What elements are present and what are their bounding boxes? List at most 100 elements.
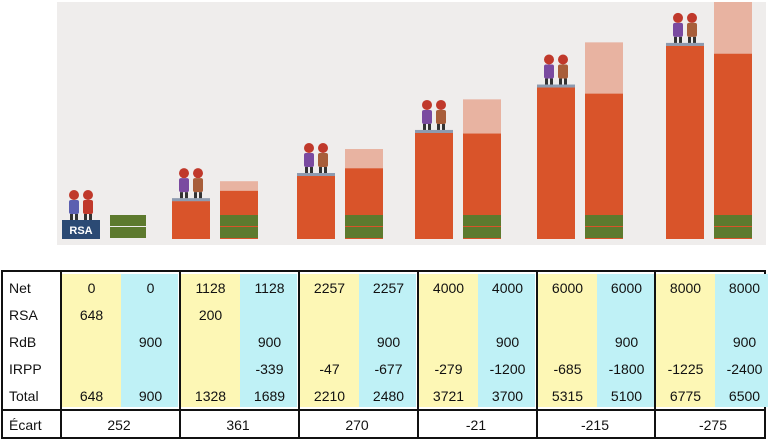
cell-rdb-6-a xyxy=(656,328,715,356)
group-divider-6 xyxy=(654,272,656,437)
comparison-table: Net RSA RdB IRPP Total Écart 0 0 648 900 648 900 252… xyxy=(1,270,768,439)
ecart-separator xyxy=(3,409,764,411)
cell-rsa-3-a xyxy=(300,301,359,329)
person-1a-body xyxy=(69,200,79,214)
column-bg-1-b xyxy=(121,274,178,407)
cell-net-5-b: 6000 xyxy=(610,280,643,296)
person-5a1-head xyxy=(544,54,554,65)
cell-rsa-4-b xyxy=(478,301,537,329)
column-bg-4-a xyxy=(419,274,478,407)
column-bg-2-b xyxy=(240,274,297,407)
cell-rdb-2-b: 900 xyxy=(257,334,282,350)
bar-pair-1b-green-top xyxy=(110,215,146,226)
row-label-total: Total xyxy=(9,388,39,404)
cell-irpp-5-a: -685 xyxy=(553,361,582,377)
cell-irpp-4-b: -1200 xyxy=(489,361,526,377)
bar-illustration: RSA xyxy=(62,2,752,240)
row-label-net: Net xyxy=(9,280,31,296)
cell-rsa-1-b xyxy=(121,301,180,329)
person-3a1-head xyxy=(304,143,314,154)
cell-irpp-3-b: -677 xyxy=(374,361,403,377)
cell-net-4-a: 4000 xyxy=(432,280,465,296)
cell-net-2-a: 1128 xyxy=(195,280,226,296)
cell-irpp-6-a: -1225 xyxy=(667,361,704,377)
person-6a1-leg-right xyxy=(679,36,682,43)
row-label-ecart: Écart xyxy=(9,417,42,433)
person-4a1-leg-right xyxy=(428,123,431,130)
person-1b-leg-right xyxy=(89,214,92,220)
cell-rdb-4-a xyxy=(419,328,478,356)
person-1b-leg-left xyxy=(84,214,87,220)
illustration-panel: RSA xyxy=(57,2,766,245)
cell-rsa-1-a: 648 xyxy=(79,307,104,323)
cell-rsa-4-a xyxy=(419,301,478,329)
cell-rdb-5-b: 900 xyxy=(614,334,639,350)
person-5a2-body xyxy=(558,64,568,79)
bar-pair-4b-green-bottom xyxy=(463,227,501,238)
cell-rdb-4-b: 900 xyxy=(495,334,520,350)
person-2a1-leg-right xyxy=(185,192,188,199)
group-divider-2 xyxy=(179,272,181,437)
person-3a2-head xyxy=(318,143,328,154)
column-bg-3-a xyxy=(300,274,359,407)
bar-3-a xyxy=(297,176,335,239)
ecart-value-6: -275 xyxy=(698,417,728,433)
column-bg-4-b xyxy=(478,274,535,407)
bar-pair-6b-green-top xyxy=(714,215,752,226)
column-bg-2-a xyxy=(181,274,240,407)
person-3a1-body xyxy=(304,153,314,168)
cell-net-6-a: 8000 xyxy=(669,280,702,296)
group-divider-3 xyxy=(298,272,300,437)
bar-3-a-cap xyxy=(297,173,335,177)
cell-irpp-2-a xyxy=(181,355,240,383)
person-4a2-body xyxy=(436,109,446,124)
bar-2-a xyxy=(172,201,210,239)
person-6a2-head xyxy=(687,12,697,23)
person-5a1-leg-right xyxy=(550,78,553,85)
person-2a1-leg-left xyxy=(180,192,183,199)
bar-pair-2b-green-top xyxy=(220,215,258,226)
ecart-value-2: 361 xyxy=(226,417,250,433)
bar-pair-1b-green-bottom xyxy=(110,227,146,238)
person-5a1-leg-left xyxy=(545,78,548,85)
cell-rsa-5-b xyxy=(597,301,656,329)
cell-net-4-b: 4000 xyxy=(491,280,524,296)
cell-total-1-b: 900 xyxy=(138,388,163,404)
person-3a2-leg-right xyxy=(324,167,327,174)
person-4a2-leg-left xyxy=(437,123,440,130)
bar-pair-2b-green-bottom xyxy=(220,227,258,238)
rsa-block xyxy=(62,220,100,239)
column-bg-1-a xyxy=(62,274,121,407)
person-6a1-body xyxy=(673,22,683,37)
rsa-label: RSA xyxy=(69,225,92,237)
cell-irpp-3-a: -47 xyxy=(319,361,340,377)
cell-rsa-6-b xyxy=(715,301,768,329)
person-1a-leg-right xyxy=(75,214,78,220)
cell-net-1-a: 0 xyxy=(87,280,96,296)
cell-rdb-1-a xyxy=(62,328,121,356)
bar-4-a-cap xyxy=(415,129,453,133)
person-4a1-leg-left xyxy=(423,123,426,130)
group-divider-5 xyxy=(536,272,538,437)
bar-pair-5b-green-top xyxy=(585,215,623,226)
column-bg-5-b xyxy=(597,274,654,407)
bar-pair-5b-green-bottom xyxy=(585,227,623,238)
ecart-value-1: 252 xyxy=(107,417,131,433)
cell-rsa-5-a xyxy=(538,301,597,329)
cell-net-1-b: 0 xyxy=(146,280,155,296)
row-label-rdb: RdB xyxy=(9,334,37,350)
bar-5-a xyxy=(537,87,575,240)
ecart-value-5: -215 xyxy=(580,417,610,433)
cell-total-1-a: 648 xyxy=(79,388,104,404)
cell-rdb-1-b: 900 xyxy=(138,334,163,350)
cell-total-3-a: 2210 xyxy=(313,388,346,404)
bar-2-a-cap xyxy=(172,198,210,202)
person-4a2-leg-right xyxy=(442,123,445,130)
cell-irpp-6-b: -2400 xyxy=(726,361,763,377)
column-bg-3-b xyxy=(359,274,416,407)
column-bg-6-b xyxy=(715,274,768,407)
person-3a1-leg-left xyxy=(305,167,308,174)
person-4a1-body xyxy=(422,109,432,124)
row-label-irpp: IRPP xyxy=(9,361,42,377)
cell-net-6-b: 8000 xyxy=(728,280,761,296)
